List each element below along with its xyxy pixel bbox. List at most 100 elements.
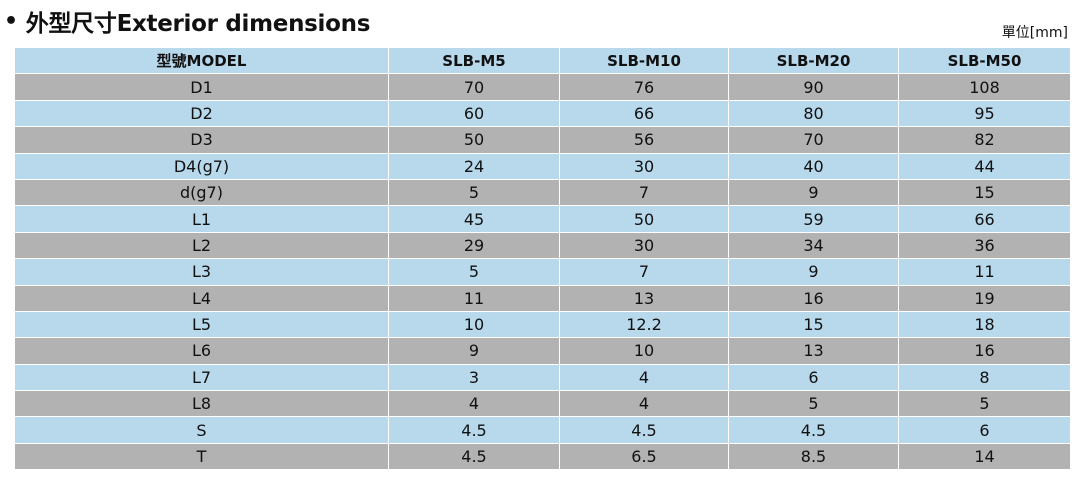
header-slb-m20: SLB-M20 [728,46,899,75]
table-cell-value: 6.5 [559,442,729,471]
table-cell-value: 13 [728,337,899,365]
table-cell-value: 56 [559,126,729,154]
table-row: D1 70 76 90 108 [14,73,1071,101]
table-cell-parameter: L3 [14,258,389,286]
table-cell-value: 59 [728,205,899,233]
table-cell-value: 95 [898,99,1071,128]
table-cell-value: 16 [728,284,899,312]
page-title: • 外型尺寸Exterior dimensions [4,4,370,38]
table-cell-value: 7 [559,178,729,207]
table-cell-value: 80 [728,99,899,128]
table-row: D4(g7) 24 30 40 44 [14,152,1071,180]
table-cell-value: 15 [898,178,1071,207]
table-cell-parameter: L4 [14,284,389,312]
table-cell-value: 10 [388,310,560,339]
table-header-row: 型號MODEL SLB-M5 SLB-M10 SLB-M20 SLB-M50 [14,46,1071,75]
table-cell-value: 18 [898,310,1071,339]
table-cell-parameter: D4(g7) [14,152,389,180]
table-cell-value: 9 [728,258,899,286]
table-cell-value: 7 [559,258,729,286]
table-cell-value: 13 [559,284,729,312]
table-cell-value: 14 [898,442,1071,471]
table-cell-value: 5 [898,390,1071,418]
table-cell-parameter: L1 [14,205,389,233]
table-row: L1 45 50 59 66 [14,205,1071,233]
table-row: L4 11 13 16 19 [14,284,1071,312]
table-row: L6 9 10 13 16 [14,337,1071,365]
table-cell-parameter: D2 [14,99,389,128]
dimensions-table: 型號MODEL SLB-M5 SLB-M10 SLB-M20 SLB-M50 D… [14,46,1071,471]
table-cell-value: 19 [898,284,1071,312]
table-cell-value: 11 [898,258,1071,286]
table-row: L3 5 7 9 11 [14,258,1071,286]
table-cell-value: 66 [559,99,729,128]
table-cell-value: 12.2 [559,310,729,339]
table-cell-value: 9 [388,337,560,365]
table-cell-value: 82 [898,126,1071,154]
unit-label: 單位[mm] [1001,25,1068,41]
header-slb-m5: SLB-M5 [388,46,560,75]
table-cell-parameter: D1 [14,73,389,101]
table-cell-parameter: d(g7) [14,178,389,207]
table-cell-value: 6 [898,416,1071,444]
table-cell-value: 30 [559,152,729,180]
header-slb-m50: SLB-M50 [898,46,1071,75]
table-cell-value: 29 [388,231,560,260]
table-cell-parameter: S [14,416,389,444]
table-cell-value: 9 [728,178,899,207]
table-cell-value: 36 [898,231,1071,260]
table-row: L5 10 12.2 15 18 [14,310,1071,339]
table-row: L7 3 4 6 8 [14,363,1071,392]
table-cell-value: 4.5 [728,416,899,444]
table-cell-value: 30 [559,231,729,260]
table-cell-value: 4.5 [559,416,729,444]
table-cell-value: 10 [559,337,729,365]
table-cell-value: 8 [898,363,1071,392]
header-slb-m10: SLB-M10 [559,46,729,75]
table-row: L8 4 4 5 5 [14,390,1071,418]
table-cell-value: 5 [728,390,899,418]
table-cell-value: 66 [898,205,1071,233]
bullet-icon: • [4,8,18,34]
table-cell-value: 34 [728,231,899,260]
table-cell-parameter: T [14,442,389,471]
table-cell-value: 70 [728,126,899,154]
table-cell-value: 50 [559,205,729,233]
table-cell-value: 15 [728,310,899,339]
table-cell-parameter: L6 [14,337,389,365]
table-cell-value: 11 [388,284,560,312]
table-cell-value: 24 [388,152,560,180]
table-cell-parameter: L7 [14,363,389,392]
table-cell-value: 5 [388,178,560,207]
table-cell-value: 5 [388,258,560,286]
table-cell-value: 76 [559,73,729,101]
table-row: L2 29 30 34 36 [14,231,1071,260]
table-cell-value: 108 [898,73,1071,101]
table-cell-parameter: L2 [14,231,389,260]
table-cell-value: 4 [559,363,729,392]
table-cell-value: 8.5 [728,442,899,471]
table-cell-value: 16 [898,337,1071,365]
table-cell-value: 4 [559,390,729,418]
table-body: D1 70 76 90 108 D2 60 66 80 95 D3 50 56 70 82 D4(g7) 24 3… [14,73,1071,471]
table-cell-value: 60 [388,99,560,128]
table-cell-parameter: L8 [14,390,389,418]
table-cell-value: 40 [728,152,899,180]
table-cell-value: 44 [898,152,1071,180]
table-row: D3 50 56 70 82 [14,126,1071,154]
table-cell-parameter: L5 [14,310,389,339]
table-cell-value: 4.5 [388,416,560,444]
page-title-text: 外型尺寸Exterior dimensions [25,11,371,37]
table-row: T 4.5 6.5 8.5 14 [14,442,1071,471]
header-model: 型號MODEL [14,46,389,75]
table-cell-parameter: D3 [14,126,389,154]
table-row: D2 60 66 80 95 [14,99,1071,128]
table-cell-value: 3 [388,363,560,392]
table-cell-value: 50 [388,126,560,154]
table-cell-value: 4 [388,390,560,418]
table-row: d(g7) 5 7 9 15 [14,178,1071,207]
table-cell-value: 70 [388,73,560,101]
table-row: S 4.5 4.5 4.5 6 [14,416,1071,444]
table-cell-value: 4.5 [388,442,560,471]
table-cell-value: 45 [388,205,560,233]
